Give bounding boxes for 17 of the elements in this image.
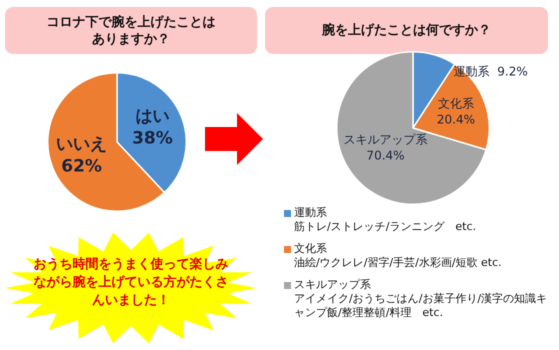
text: 筋トレ/ストレッチ/ランニング etc.	[293, 220, 478, 234]
slice-label: 文化系	[438, 96, 474, 110]
legend-label: 文化系	[294, 242, 327, 256]
legend-label: スキルアップ系	[294, 278, 371, 292]
slice-label: スキルアップ系	[343, 132, 428, 147]
text: 油絵/ウクレレ/習字/手芸/水彩画/短歌 etc.	[293, 256, 503, 270]
data-label: 38%	[132, 128, 173, 148]
data-label: 70.4%	[366, 148, 405, 163]
chart-title: コロナ下で腕を上げたことはありますか？	[46, 14, 216, 48]
data-label: 62%	[61, 156, 102, 176]
slice-label: はい	[135, 106, 170, 126]
slice-label: いいえ	[56, 134, 108, 154]
legend-label: 運動系	[294, 206, 327, 220]
category-label: 運動系 9.2%	[454, 64, 528, 79]
data-label: 20.4%	[436, 112, 476, 126]
chart-title: 腕を上げたことは何ですか？	[320, 22, 492, 39]
text: アイメイク/おうちごはん/お菓子作り/漢字の知識キャンプ飯/整理整頓/料理 etc.	[293, 292, 548, 320]
